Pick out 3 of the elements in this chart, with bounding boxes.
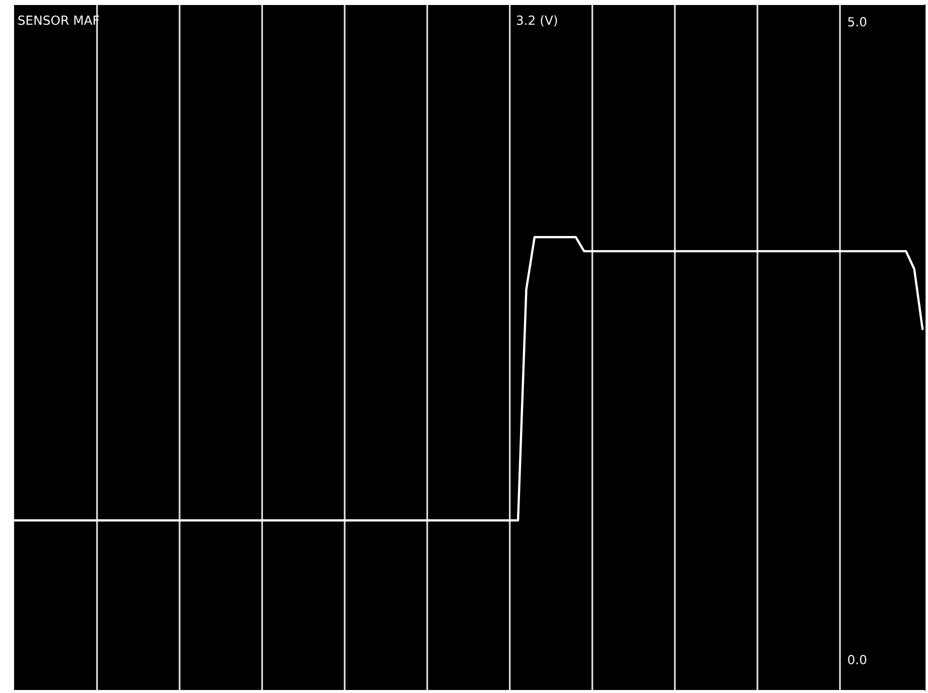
- annotation: 3.2 (V): [516, 15, 557, 26]
- y-tick-label: 0.0: [848, 654, 866, 664]
- y-tick-label: 5.0: [848, 17, 866, 27]
